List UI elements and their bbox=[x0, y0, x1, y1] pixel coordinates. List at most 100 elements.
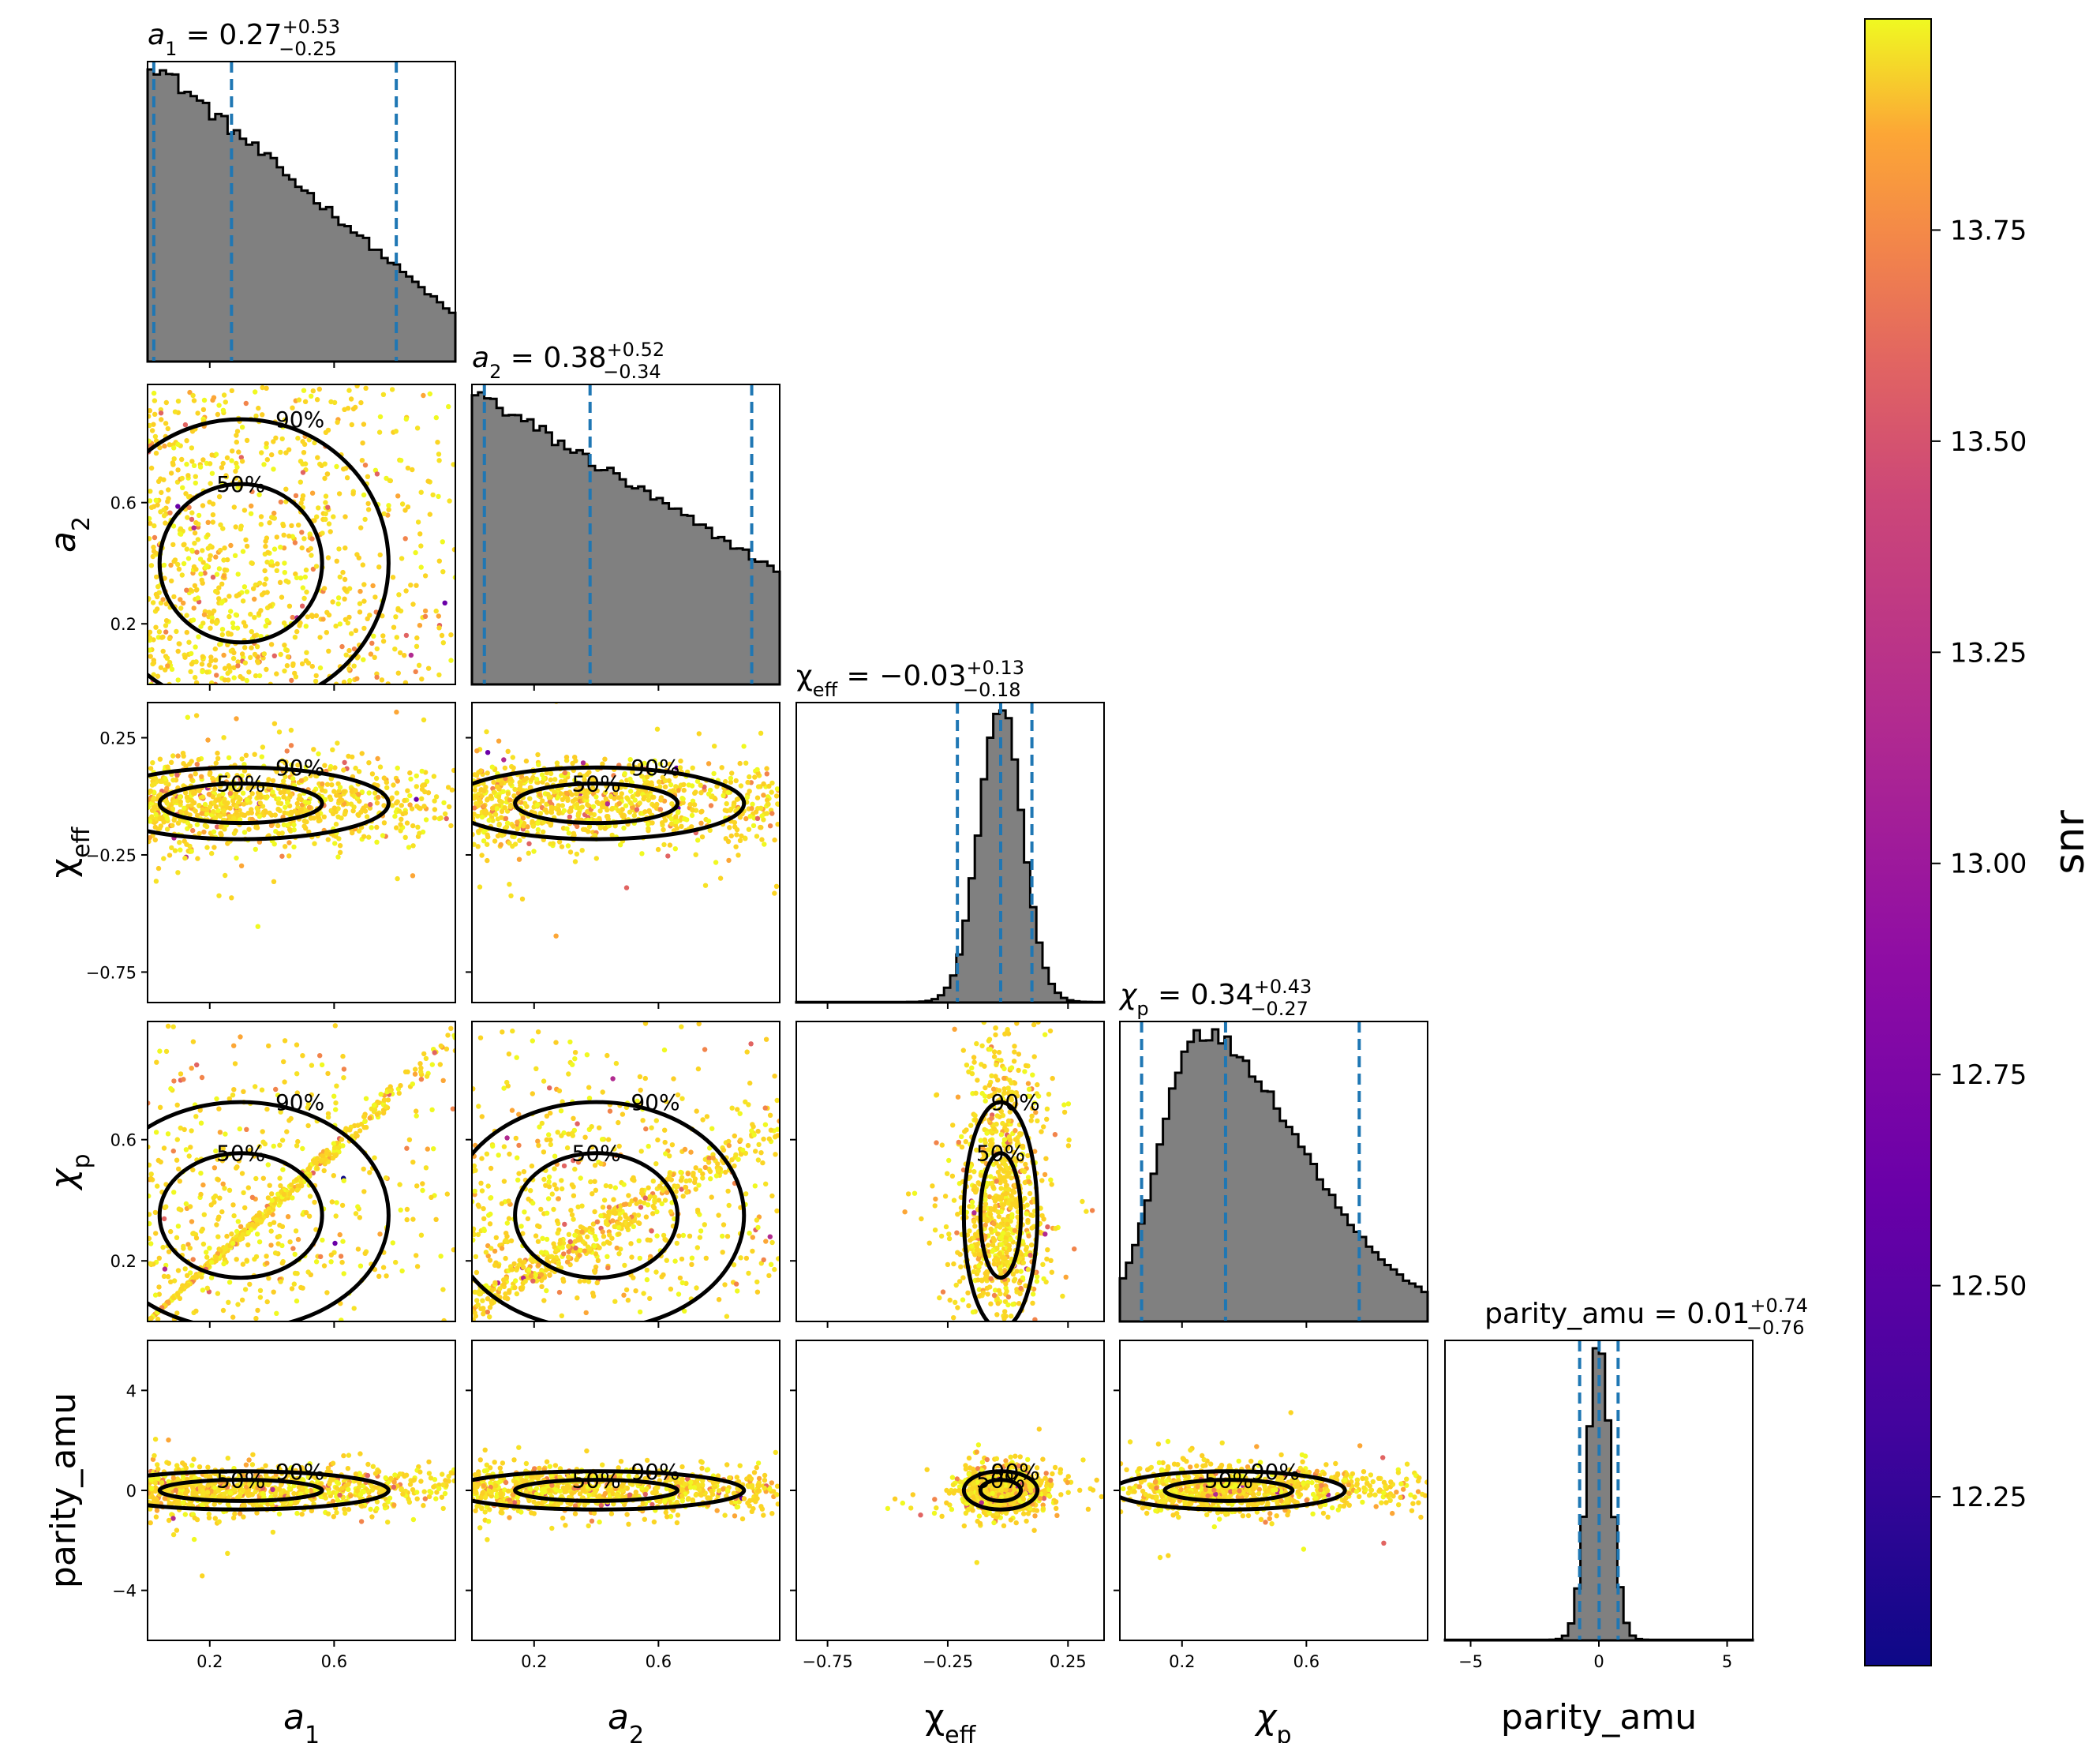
contours-a1-chi_p bbox=[148, 1100, 391, 1321]
x-tick-label-parity_amu-1: 0 bbox=[1593, 1652, 1604, 1671]
histogram-a2 bbox=[470, 391, 781, 686]
colorbar-tick-label-5: 13.50 bbox=[1950, 426, 2027, 458]
contour-90 bbox=[148, 417, 391, 684]
contour-label-50: 50% bbox=[976, 1141, 1025, 1167]
hist-panel-a1: a1 = 0.27+0.53 −0.25 bbox=[146, 16, 457, 368]
x-axis-label-chi_p: χp bbox=[1254, 1697, 1291, 1743]
scatter-frame-a1-chi_p bbox=[147, 1021, 456, 1322]
contours-a1-chi_eff bbox=[148, 765, 391, 842]
scatter-frame-a1-chi_eff bbox=[147, 702, 456, 1003]
y-axis-label-chi_eff: χeff bbox=[43, 826, 95, 878]
scatter-points-a1-a2 bbox=[148, 384, 455, 684]
contour-50 bbox=[157, 482, 324, 645]
title-a2: a2 = 0.38+0.52 −0.34 bbox=[472, 339, 664, 383]
colorbar-tick-label-1: 12.50 bbox=[1950, 1271, 2027, 1303]
hist-panel-chi_p: χp = 0.34+0.43 −0.27 bbox=[1118, 976, 1429, 1328]
x-axis-label-a1: a1 bbox=[283, 1697, 320, 1743]
y-axis-label-a2: a2 bbox=[43, 516, 95, 553]
contour-label-90: 90% bbox=[631, 1459, 679, 1485]
title-chi_eff: χeff = −0.03+0.13 −0.18 bbox=[796, 657, 1024, 701]
hist-frame-chi_eff bbox=[795, 702, 1105, 1003]
scatter-panel-a1-chi_p: 50% 90% 0.2 0.6 bbox=[110, 1021, 456, 1328]
contour-label-50: 50% bbox=[216, 771, 265, 797]
histogram-parity_amu bbox=[1443, 1347, 1754, 1642]
contours-a2-chi_p bbox=[472, 1100, 747, 1321]
contour-50 bbox=[157, 1151, 324, 1280]
contour-50 bbox=[978, 1478, 1024, 1503]
hist-panel-chi_eff: χeff = −0.03+0.13 −0.18 bbox=[795, 657, 1106, 1009]
contour-label-50: 50% bbox=[571, 1141, 620, 1167]
panels-layer: a1 = 0.27+0.53 −0.25 a2 = 0.38+0.52 −0.34 χe… bbox=[43, 16, 1808, 1743]
contour-50 bbox=[513, 1478, 680, 1503]
histogram-a1 bbox=[146, 68, 457, 363]
scatter-panel-a1-a2: 50% 90% 0.2 0.6 bbox=[110, 384, 456, 691]
contour-90 bbox=[472, 1469, 747, 1512]
contours-chi_eff-chi_p bbox=[961, 1100, 1040, 1321]
x-tick-label-chi_eff-2: 0.25 bbox=[1050, 1652, 1087, 1671]
contour-90 bbox=[961, 1100, 1040, 1321]
y-tick-label-parity_amu-1: 0 bbox=[126, 1482, 137, 1501]
contour-50 bbox=[513, 1151, 680, 1280]
colorbar-tick-label-4: 13.25 bbox=[1950, 637, 2027, 669]
hist-frame-a1 bbox=[147, 61, 456, 362]
title-chi_p: χp = 0.34+0.43 −0.27 bbox=[1118, 976, 1312, 1020]
scatter-panel-chi_eff-chi_p: 50% 90% bbox=[790, 1021, 1105, 1328]
colorbar-tick-label-0: 12.25 bbox=[1950, 1482, 2027, 1513]
contour-90 bbox=[472, 765, 747, 842]
contours-chi_eff-parity_amu bbox=[961, 1469, 1040, 1512]
x-axis-label-chi_eff: χeff bbox=[925, 1697, 977, 1743]
contour-label-90: 90% bbox=[1251, 1459, 1300, 1485]
x-axis-label-a2: a2 bbox=[608, 1697, 644, 1743]
scatter-panel-a1-parity_amu: 50% 90% 0.2 0.6 −4 0 4 bbox=[112, 1340, 456, 1671]
colorbar-tick-label-3: 13.00 bbox=[1950, 849, 2027, 880]
contour-90 bbox=[148, 765, 391, 842]
y-tick-label-a2-0: 0.2 bbox=[110, 615, 137, 634]
hist-panel-parity_amu: −5 0 5 parity_amu = 0.01+0.74 −0.76 bbox=[1443, 1295, 1808, 1671]
contour-label-50: 50% bbox=[216, 1467, 265, 1494]
y-tick-label-chi_eff-1: −0.25 bbox=[86, 846, 137, 865]
scatter-points-a2-chi_p bbox=[472, 1021, 780, 1321]
hist-frame-chi_p bbox=[1119, 1021, 1428, 1322]
contour-50 bbox=[978, 1151, 1024, 1280]
contour-50 bbox=[157, 1478, 324, 1503]
scatter-panel-a2-parity_amu: 50% 90% 0.2 0.6 bbox=[466, 1340, 780, 1671]
contour-label-90: 90% bbox=[275, 1459, 324, 1485]
scatter-panel-a1-chi_eff: 50% 90% −0.75 −0.25 0.25 bbox=[86, 702, 456, 1009]
contour-90 bbox=[148, 1100, 391, 1321]
hist-frame-a2 bbox=[471, 384, 780, 685]
contours-a1-a2 bbox=[148, 417, 391, 684]
contour-label-90: 90% bbox=[275, 755, 324, 781]
x-tick-label-parity_amu-2: 5 bbox=[1722, 1652, 1732, 1671]
colorbar-gradient bbox=[1864, 18, 1932, 1666]
contours-a2-chi_eff bbox=[472, 765, 747, 842]
x-tick-label-chi_eff-1: −0.25 bbox=[923, 1652, 973, 1671]
scatter-panel-chi_p-parity_amu: 50%90% 0.2 0.6 bbox=[1114, 1340, 1428, 1671]
histogram-chi_p bbox=[1118, 1028, 1429, 1323]
x-tick-label-parity_amu-0: −5 bbox=[1458, 1652, 1483, 1671]
x-tick-label-chi_p-1: 0.6 bbox=[1293, 1652, 1320, 1671]
contour-90 bbox=[148, 1469, 391, 1512]
x-tick-label-chi_eff-0: −0.75 bbox=[802, 1652, 852, 1671]
scatter-frame-chi_eff-chi_p bbox=[795, 1021, 1105, 1322]
hist-panel-a2: a2 = 0.38+0.52 −0.34 bbox=[470, 339, 781, 691]
colorbar: 12.25 12.50 12.75 13.00 13.25 13.50 13.75 snr bbox=[1864, 18, 2094, 1666]
y-tick-label-parity_amu-0: −4 bbox=[112, 1582, 137, 1601]
scatter-frame-a1-a2 bbox=[147, 384, 456, 685]
y-axis-label-parity_amu: parity_amu bbox=[43, 1393, 84, 1588]
colorbar-tick-label-2: 12.75 bbox=[1950, 1059, 2027, 1091]
contour-50 bbox=[1162, 1478, 1295, 1503]
x-tick-label-a2-1: 0.6 bbox=[646, 1652, 672, 1671]
x-tick-label-a1-0: 0.2 bbox=[197, 1652, 223, 1671]
y-axis-label-chi_p: χp bbox=[43, 1153, 95, 1190]
title-a1: a1 = 0.27+0.53 −0.25 bbox=[148, 16, 340, 60]
x-tick-label-a1-1: 0.6 bbox=[321, 1652, 347, 1671]
contour-label-90: 90% bbox=[275, 1089, 324, 1115]
x-axis-label-parity_amu: parity_amu bbox=[1501, 1697, 1697, 1737]
title-parity_amu: parity_amu = 0.01+0.74 −0.76 bbox=[1484, 1295, 1808, 1339]
scatter-frame-a2-chi_eff bbox=[471, 702, 780, 1003]
scatter-panel-chi_eff-parity_amu: 50%90% −0.75 −0.25 0.25 bbox=[790, 1340, 1105, 1671]
contour-90 bbox=[472, 1100, 747, 1321]
scatter-frame-a2-chi_p bbox=[471, 1021, 780, 1322]
scatter-points-a1-parity_amu bbox=[148, 1437, 455, 1579]
